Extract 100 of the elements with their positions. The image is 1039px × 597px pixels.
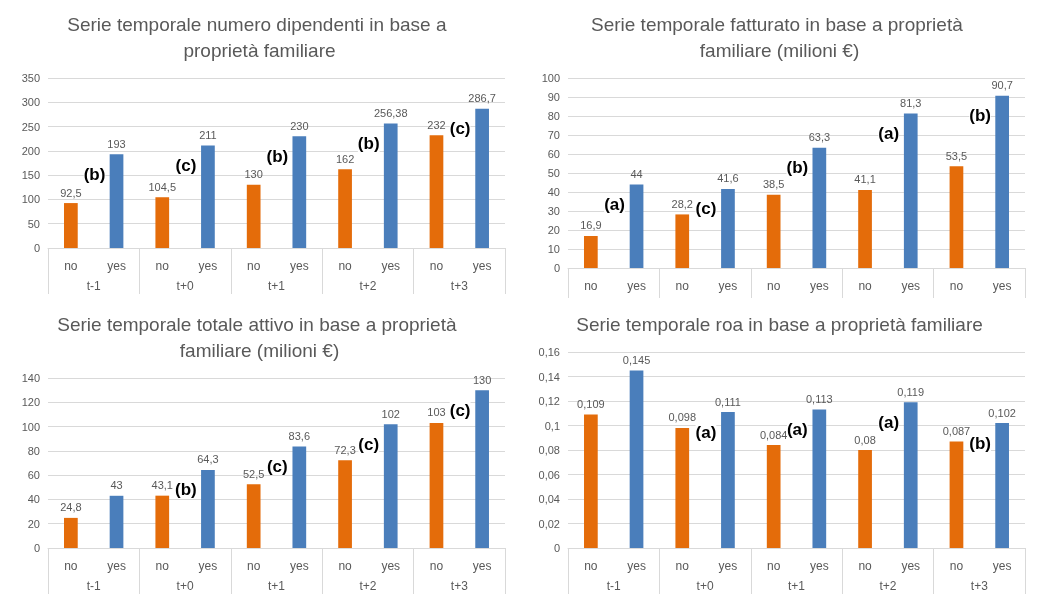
series-label: yes: [198, 259, 218, 273]
x-tick-label: t+2: [359, 579, 377, 593]
bar: [721, 412, 735, 548]
text: no: [338, 559, 352, 573]
bar: [64, 203, 78, 248]
x-tick-label: t+0: [176, 279, 194, 293]
bar: [64, 517, 78, 548]
x-tick-label: no: [675, 279, 690, 293]
x-tick-label: t+2: [359, 279, 377, 293]
text: no: [675, 559, 689, 573]
x-tick-label: t+0: [176, 579, 194, 593]
data-label: 90,7: [991, 79, 1013, 92]
data-label: 0,08: [854, 433, 876, 446]
bar: [629, 370, 644, 548]
series-label: yes: [627, 559, 646, 573]
bar: [155, 197, 170, 248]
y-tick-label: 80: [27, 444, 40, 457]
data-label: 52,5: [242, 467, 265, 480]
bar: [766, 445, 781, 548]
series-label: no: [64, 559, 78, 573]
x-tick-label: t-1: [86, 279, 102, 293]
x-tick-label: t+3: [450, 279, 469, 293]
text: yes: [107, 559, 126, 573]
bar: [903, 402, 918, 548]
data-label: 41,6: [717, 172, 739, 185]
bar: [949, 441, 964, 548]
x-tick-label: no: [766, 279, 781, 293]
annotation: (b): [83, 164, 106, 184]
data-label: 130: [244, 168, 263, 181]
bar: [584, 235, 598, 268]
annotation: (c): [358, 434, 380, 454]
y-tick-label: 20: [27, 517, 40, 530]
bar: [246, 484, 261, 548]
data-label: 24,8: [60, 501, 82, 514]
bar: [858, 450, 872, 548]
data-label: 43: [110, 479, 123, 492]
text: no: [155, 259, 169, 273]
data-label: 230: [290, 119, 309, 132]
data-label: 286,7: [468, 92, 496, 105]
series-label: no: [584, 559, 598, 573]
data-label: 28,2: [671, 197, 693, 210]
data-label: 0,102: [988, 406, 1016, 419]
bar: [109, 495, 124, 548]
bar: [629, 184, 644, 268]
data-label: 83,6: [288, 429, 311, 442]
bar: [109, 154, 124, 248]
chart-title: Serie temporale totale attivo in base a proprietà familiare (milioni €): [57, 313, 462, 361]
annotation: (c): [449, 400, 471, 420]
data-label: 63,3: [808, 131, 831, 144]
x-tick-label: t+3: [970, 579, 989, 593]
x-tick-label: no: [858, 279, 873, 293]
annotation: (b): [175, 480, 197, 500]
annotation: (a): [786, 420, 808, 440]
bar: [766, 194, 781, 268]
text: yes: [718, 559, 738, 573]
data-label: 103: [427, 406, 446, 419]
data-label: 256,38: [373, 106, 408, 119]
y-tick-label: 350: [21, 72, 40, 84]
data-label: 162: [335, 152, 355, 165]
x-tick-label: yes: [901, 279, 921, 293]
y-tick-label: 0: [33, 542, 40, 554]
text: no: [949, 559, 964, 573]
data-label: 53,5: [945, 149, 968, 162]
data-label: 193: [107, 137, 126, 150]
y-tick-label: 0,08: [538, 444, 560, 456]
annotation: (a): [695, 422, 717, 442]
text: no: [766, 559, 781, 573]
annotation: (b): [969, 433, 991, 453]
data-label: 0,109: [577, 397, 605, 410]
bar: [675, 214, 690, 268]
chart-title: Serie temporale numero dipendenti in base a proprietà familiare: [67, 13, 452, 61]
bar: [292, 446, 307, 548]
data-label: 41,1: [854, 173, 876, 186]
annotation: (b): [786, 158, 809, 178]
data-label: 81,3: [900, 97, 922, 110]
data-label: 38,5: [762, 178, 785, 191]
text: no: [246, 559, 261, 573]
x-tick-label: t+1: [787, 579, 806, 593]
data-label: 0,098: [668, 411, 697, 424]
annotation: (c): [175, 156, 197, 176]
data-label: 0,111: [714, 395, 741, 408]
annotation: (a): [878, 412, 900, 432]
chart-title: Serie temporale roa in base a proprietà familiare: [576, 313, 983, 335]
bar: [338, 169, 352, 248]
bar: [475, 108, 489, 248]
bar: [292, 136, 307, 248]
annotation: (c): [695, 199, 717, 219]
x-tick-label: t+2: [879, 579, 897, 593]
text: no: [338, 259, 352, 273]
text: yes: [381, 259, 401, 273]
text: no: [246, 259, 261, 273]
y-tick-label: 250: [21, 120, 40, 133]
bar: [812, 409, 827, 548]
y-tick-label: 140: [21, 372, 40, 384]
bar: [429, 422, 444, 548]
data-label: 102: [381, 407, 400, 420]
text: yes: [992, 559, 1012, 573]
annotation: (c): [449, 119, 471, 139]
y-tick-label: 40: [547, 186, 560, 198]
data-label: 92,5: [60, 186, 82, 199]
